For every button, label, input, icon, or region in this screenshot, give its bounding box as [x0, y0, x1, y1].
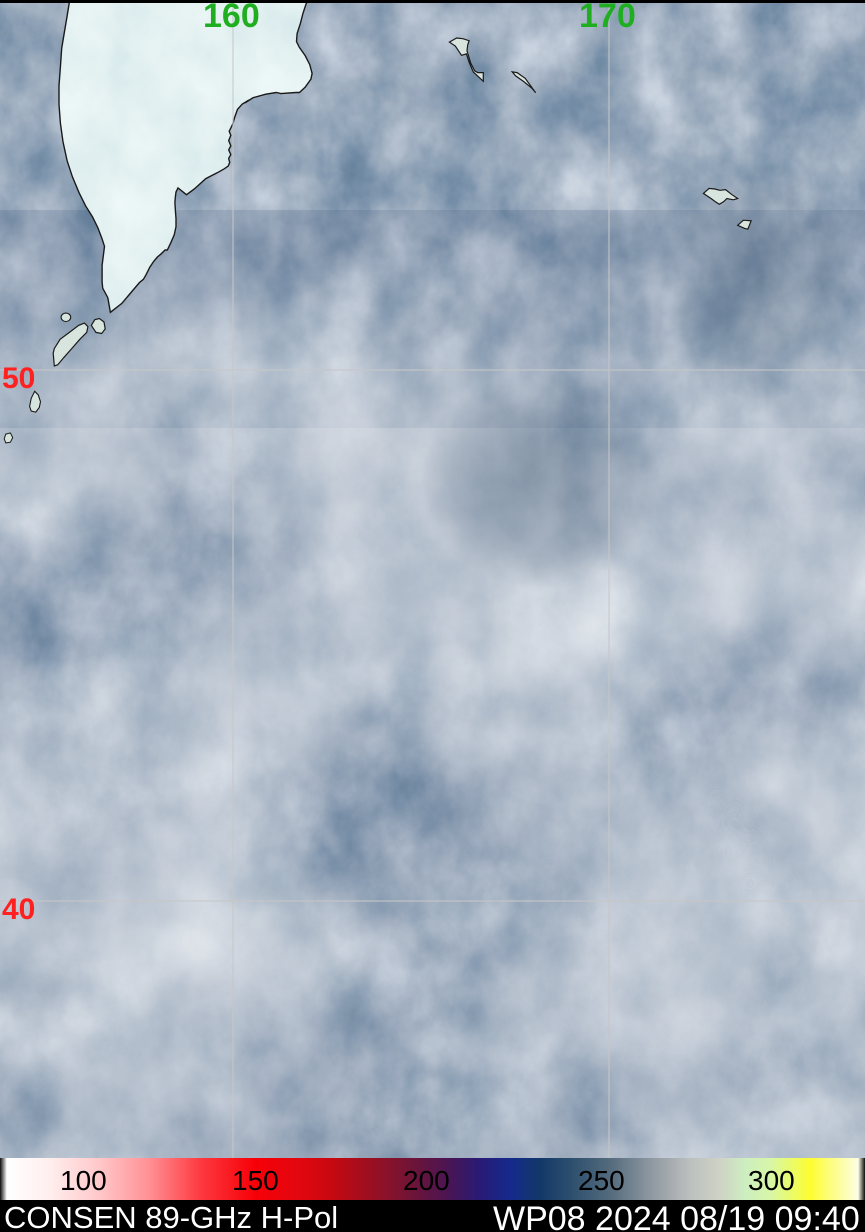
svg-text:160: 160: [203, 0, 260, 35]
svg-text:170: 170: [579, 0, 636, 35]
svg-text:50: 50: [2, 362, 35, 395]
svg-text:40: 40: [2, 893, 35, 926]
